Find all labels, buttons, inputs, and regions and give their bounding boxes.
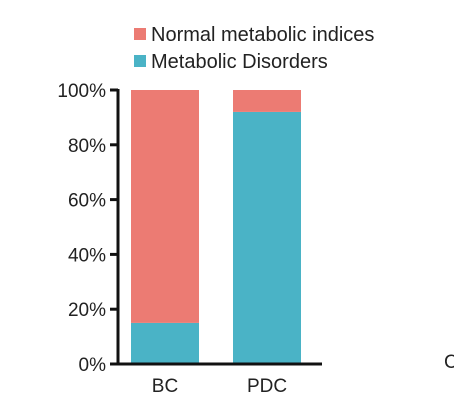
bar-bc-metabolic-disorders xyxy=(131,322,199,364)
bar-pdc-metabolic-disorders xyxy=(233,111,301,364)
y-tick-label: 60% xyxy=(68,191,106,212)
partial-panel-label: C xyxy=(444,352,454,373)
x-tick-label: PDC xyxy=(247,376,287,397)
y-tick-label: 0% xyxy=(79,355,107,376)
y-tick-label: 40% xyxy=(68,245,106,266)
legend-label: Normal metabolic indices xyxy=(151,24,374,46)
bars xyxy=(131,90,301,364)
x-tick-label: BC xyxy=(152,376,178,397)
legend-swatch xyxy=(134,55,146,67)
y-tick-label: 80% xyxy=(68,136,106,157)
y-tick-label: 20% xyxy=(68,300,106,321)
y-axis: 0% 20% 40% 60% 80% 100% xyxy=(57,81,120,376)
legend: Normal metabolic indices Metabolic Disord… xyxy=(134,24,374,73)
legend-swatch xyxy=(134,28,146,40)
x-axis: BC PDC xyxy=(116,362,322,397)
legend-label: Metabolic Disorders xyxy=(151,51,328,73)
y-tick-label: 100% xyxy=(57,81,106,102)
bar-pdc-normal-metabolic-indices xyxy=(233,90,301,112)
bar-bc-normal-metabolic-indices xyxy=(131,90,199,323)
